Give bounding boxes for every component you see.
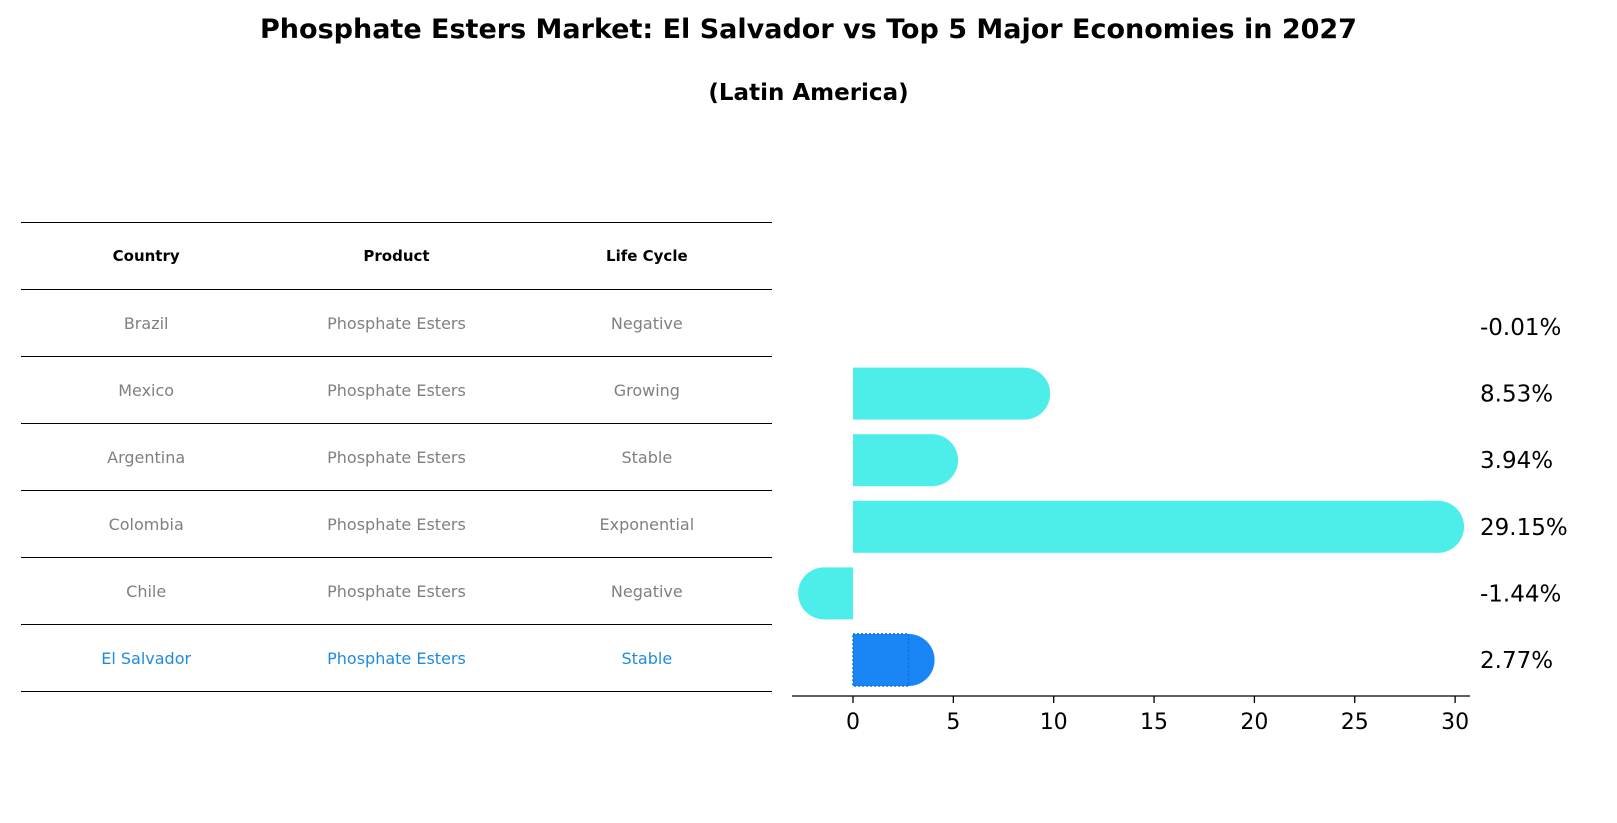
- market-table: Country Product Life Cycle Brazil Phosph…: [21, 222, 772, 692]
- table-header-row: Country Product Life Cycle: [21, 222, 772, 290]
- bar-cap: [1412, 500, 1465, 553]
- cell-product: Phosphate Esters: [271, 490, 522, 558]
- cell-country: Mexico: [21, 356, 272, 424]
- bar: [853, 500, 1465, 553]
- bar-highlight-outline: [852, 633, 910, 687]
- table-row: Argentina Phosphate Esters Stable: [21, 423, 772, 491]
- header-product: Product: [271, 222, 522, 290]
- chart-title: Phosphate Esters Market: El Salvador vs …: [260, 14, 1357, 45]
- header-country: Country: [21, 222, 272, 290]
- bar: [853, 434, 959, 487]
- cell-life-cycle: Stable: [521, 624, 772, 692]
- table-row: Brazil Phosphate Esters Negative: [21, 289, 772, 357]
- bar-value-label: 29.15%: [1480, 515, 1568, 541]
- table-row: Colombia Phosphate Esters Exponential: [21, 490, 772, 558]
- x-tick-label: 15: [1140, 710, 1168, 735]
- table-row-highlighted: El Salvador Phosphate Esters Stable: [21, 624, 772, 692]
- cell-product: Phosphate Esters: [271, 423, 522, 491]
- cell-country: Brazil: [21, 289, 272, 357]
- cell-product: Phosphate Esters: [271, 289, 522, 357]
- bar-value-label: 3.94%: [1480, 448, 1553, 474]
- table-row: Mexico Phosphate Esters Growing: [21, 356, 772, 424]
- cell-country: Chile: [21, 557, 272, 625]
- x-tick-label: 25: [1341, 710, 1369, 735]
- x-tick-label: 20: [1240, 710, 1268, 735]
- cell-life-cycle: Stable: [521, 423, 772, 491]
- cell-product: Phosphate Esters: [271, 557, 522, 625]
- bar-value-label: -1.44%: [1480, 581, 1561, 607]
- table-row: Chile Phosphate Esters Negative: [21, 557, 772, 625]
- bar-value-label: 8.53%: [1480, 382, 1553, 408]
- bar: [852, 633, 935, 687]
- cell-product: Phosphate Esters: [271, 624, 522, 692]
- bar-cap: [998, 367, 1051, 420]
- x-tick-label: 0: [846, 710, 860, 735]
- cell-product: Phosphate Esters: [271, 356, 522, 424]
- header-life-cycle: Life Cycle: [521, 222, 772, 290]
- bar-cap: [906, 434, 959, 487]
- cell-country: El Salvador: [21, 624, 272, 692]
- cell-country: Argentina: [21, 423, 272, 491]
- cell-life-cycle: Negative: [521, 557, 772, 625]
- bar-value-label: 2.77%: [1480, 648, 1553, 674]
- cell-life-cycle: Negative: [521, 289, 772, 357]
- bar: [853, 367, 1051, 420]
- x-tick-label: 30: [1441, 710, 1469, 735]
- chart-subtitle: (Latin America): [708, 80, 909, 106]
- cell-country: Colombia: [21, 490, 272, 558]
- cell-life-cycle: Exponential: [521, 490, 772, 558]
- bar-cap: [798, 567, 851, 620]
- bar-value-label: -0.01%: [1480, 315, 1561, 341]
- bar-body: [853, 500, 1439, 553]
- bar-body: [853, 367, 1025, 420]
- x-tick-label: 5: [946, 710, 960, 735]
- cell-life-cycle: Growing: [521, 356, 772, 424]
- bar: [798, 567, 853, 620]
- x-tick-label: 10: [1040, 710, 1068, 735]
